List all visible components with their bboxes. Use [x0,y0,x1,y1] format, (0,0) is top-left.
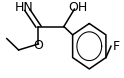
Text: OH: OH [68,1,87,14]
Text: F: F [112,40,120,53]
Text: HN: HN [15,1,34,14]
Text: O: O [33,39,43,52]
